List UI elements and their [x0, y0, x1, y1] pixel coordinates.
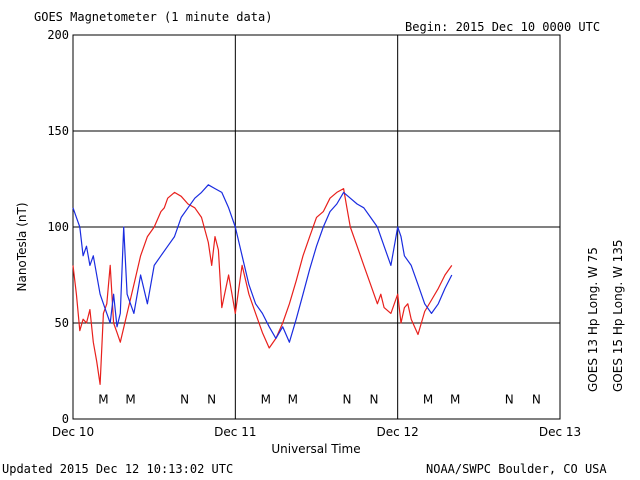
x-tick-label: Dec 10: [52, 425, 94, 439]
grid-lines: [73, 35, 560, 419]
x-axis-label: Universal Time: [271, 442, 360, 456]
series-line-0: [72, 188, 453, 385]
y-axis-label: NanoTesla (nT): [15, 202, 29, 291]
series-lines: [72, 184, 453, 385]
y-tick-label: 50: [55, 316, 69, 330]
marker-m: M: [261, 393, 271, 407]
x-tick-label: Dec 11: [214, 425, 256, 439]
series-line-1: [72, 184, 453, 343]
plot-area: 0 50 100 150 200 Dec 10 Dec 11 Dec 12 Dec 13 M M…: [47, 28, 581, 439]
marker-n: N: [180, 393, 189, 407]
legend-goes13: GOES 13 Hp Long. W 75: [586, 247, 600, 392]
updated-label: Updated 2015 Dec 12 10:13:02 UTC: [2, 462, 233, 476]
marker-m: M: [288, 393, 298, 407]
x-axis-ticks: Dec 10 Dec 11 Dec 12 Dec 13: [52, 425, 581, 439]
marker-n: N: [207, 393, 216, 407]
marker-n: N: [342, 393, 351, 407]
legend-goes15: GOES 15 Hp Long. W 135: [611, 239, 625, 392]
y-tick-label: 150: [47, 124, 69, 138]
x-tick-label: Dec 12: [377, 425, 419, 439]
marker-m: M: [98, 393, 108, 407]
begin-label: Begin: 2015 Dec 10 0000 UTC: [405, 20, 600, 34]
marker-n: N: [505, 393, 514, 407]
marker-m: M: [423, 393, 433, 407]
y-tick-label: 100: [47, 220, 69, 234]
marker-m: M: [450, 393, 460, 407]
marker-n: N: [370, 393, 379, 407]
y-axis-ticks: 0 50 100 150 200: [47, 28, 69, 426]
credit-label: NOAA/SWPC Boulder, CO USA: [426, 462, 607, 476]
marker-n: N: [532, 393, 541, 407]
chart-title: GOES Magnetometer (1 minute data): [34, 10, 272, 24]
marker-m: M: [125, 393, 135, 407]
y-tick-label: 200: [47, 28, 69, 42]
y-tick-label: 0: [62, 412, 69, 426]
x-tick-label: Dec 13: [539, 425, 581, 439]
